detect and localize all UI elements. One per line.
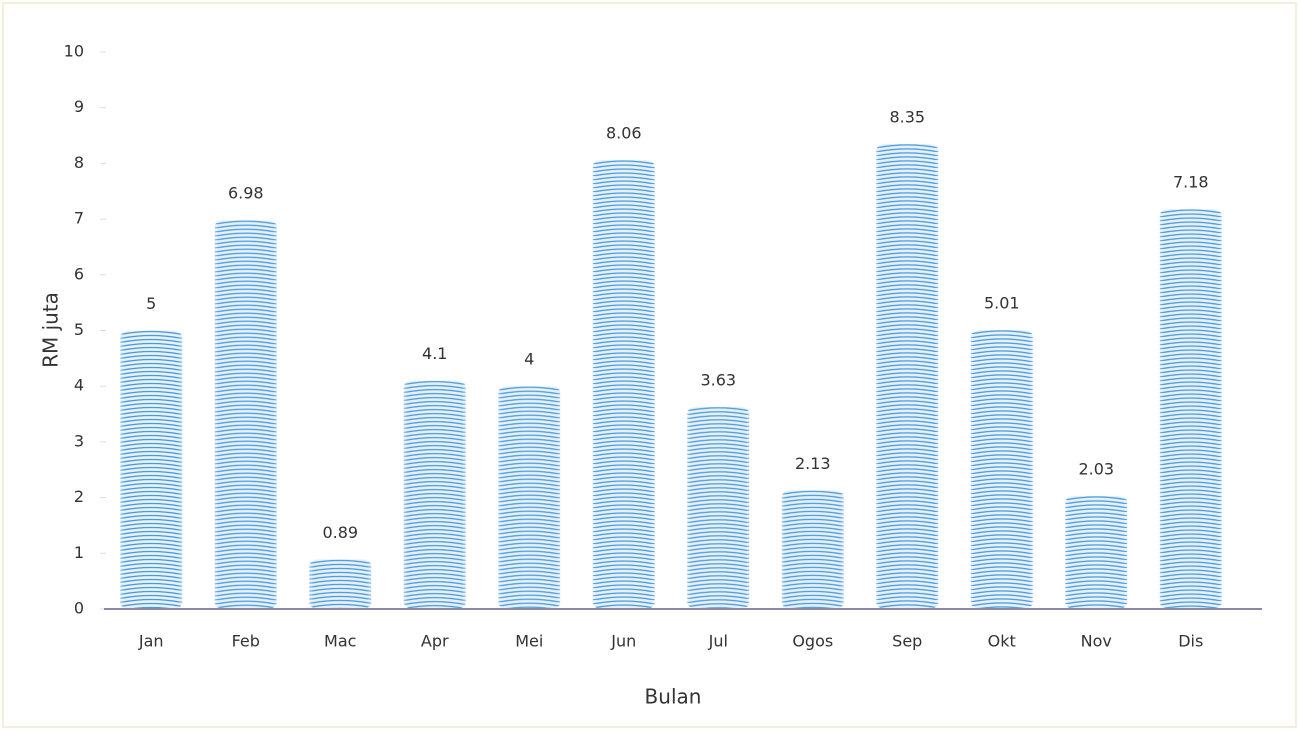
y-tick-label: 7 bbox=[74, 209, 84, 228]
value-label: 5.01 bbox=[984, 293, 1020, 312]
x-tick-label: Nov bbox=[1081, 632, 1112, 651]
bar bbox=[781, 490, 844, 609]
x-tick-label: Jun bbox=[610, 632, 636, 651]
bar bbox=[120, 330, 183, 609]
value-label: 6.98 bbox=[228, 184, 264, 203]
x-axis-title: Bulan bbox=[645, 685, 702, 709]
x-tick-label: Mei bbox=[515, 632, 543, 651]
value-label: 4.1 bbox=[422, 344, 447, 363]
bar bbox=[1065, 495, 1128, 609]
value-label: 7.18 bbox=[1173, 173, 1209, 192]
bar bbox=[592, 160, 655, 610]
x-tick-label: Ogos bbox=[792, 632, 833, 651]
x-tick-label: Jul bbox=[708, 632, 728, 651]
y-axis-title: RM juta bbox=[39, 292, 63, 368]
y-tick-label: 6 bbox=[74, 264, 84, 283]
bar bbox=[309, 559, 372, 609]
bar bbox=[498, 386, 561, 609]
value-label: 2.13 bbox=[795, 454, 831, 473]
x-tick-label: Jan bbox=[138, 632, 164, 651]
value-label: 8.06 bbox=[606, 124, 642, 143]
y-tick-label: 10 bbox=[64, 42, 84, 61]
value-label: 2.03 bbox=[1078, 459, 1114, 478]
x-tick-label: Apr bbox=[421, 632, 449, 651]
bar bbox=[214, 220, 277, 610]
bar bbox=[687, 406, 750, 609]
value-label: 0.89 bbox=[322, 523, 358, 542]
y-tick-label: 1 bbox=[74, 543, 84, 562]
x-tick-label: Sep bbox=[892, 632, 922, 651]
x-tick-label: Okt bbox=[988, 632, 1016, 651]
bar bbox=[970, 329, 1033, 609]
value-label: 4 bbox=[524, 350, 534, 369]
y-tick-label: 3 bbox=[74, 431, 84, 450]
bar bbox=[1159, 209, 1222, 609]
y-tick-label: 5 bbox=[74, 320, 84, 339]
value-label: 8.35 bbox=[889, 107, 925, 126]
x-tick-label: Mac bbox=[324, 632, 356, 651]
bar bbox=[876, 143, 939, 609]
x-tick-label: Feb bbox=[232, 632, 260, 651]
value-label: 3.63 bbox=[700, 370, 736, 389]
y-tick-label: 4 bbox=[74, 376, 84, 395]
y-tick-label: 2 bbox=[74, 487, 84, 506]
x-tick-label: Dis bbox=[1178, 632, 1203, 651]
y-tick-label: 9 bbox=[74, 97, 84, 116]
y-tick-label: 8 bbox=[74, 153, 84, 172]
value-label: 5 bbox=[146, 294, 156, 313]
bar bbox=[403, 380, 466, 609]
y-tick-label: 0 bbox=[74, 599, 84, 618]
